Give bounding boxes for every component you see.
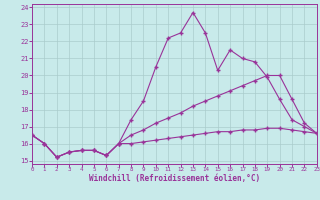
- X-axis label: Windchill (Refroidissement éolien,°C): Windchill (Refroidissement éolien,°C): [89, 174, 260, 183]
